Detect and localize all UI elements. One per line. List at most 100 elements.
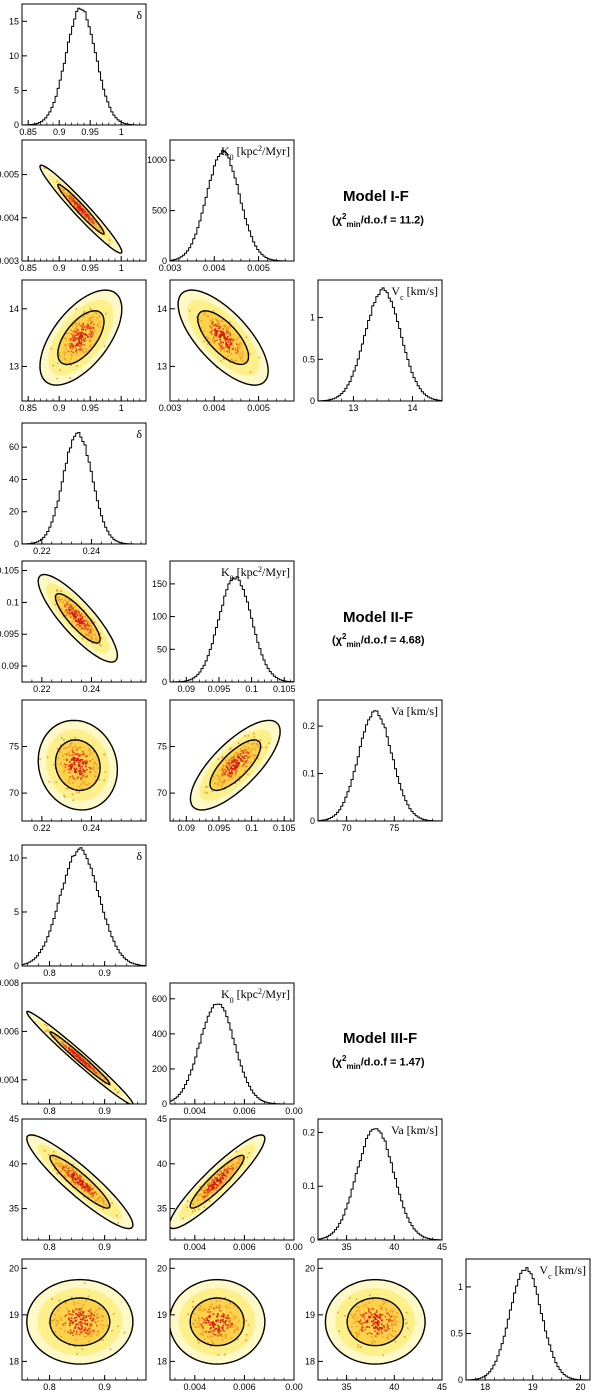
model-3-panel-r3-c1-sample-point bbox=[207, 1319, 210, 1322]
model-3-panel-r3-c1-sample-point bbox=[221, 1327, 224, 1330]
model-1-panel-r1-c0-sample-point bbox=[63, 191, 65, 194]
model-2-panel-r2-c0-sample-point bbox=[81, 774, 83, 776]
model-1-panel-r1-c0-sample-point bbox=[93, 222, 95, 225]
model-3-panel-r3-c2-sample-point bbox=[388, 1328, 390, 1330]
model-3-panel-r2-c0-sample-point bbox=[73, 1178, 76, 1180]
model-3-panel-r2-c0-sample-point bbox=[73, 1181, 76, 1184]
model-1-panel-r2-c1-sample-point bbox=[225, 343, 228, 345]
model-2-panel-r2-c1-sample-point bbox=[231, 777, 234, 779]
model-3-panel-r2-c1-sample-point bbox=[201, 1198, 204, 1201]
model-3-panel-r3-c1-sample-point bbox=[219, 1319, 222, 1322]
model-3-panel-r3-c1-sample-point bbox=[209, 1305, 211, 1307]
model-3-panel-r2-c1-sample-point bbox=[186, 1206, 189, 1208]
model-3-panel-r3-c0-ytick-label: 19 bbox=[9, 1310, 19, 1320]
model-2-panel-r2-c1-sample-point bbox=[255, 754, 257, 756]
model-2-panel-r2-c0-sample-point bbox=[104, 771, 107, 773]
model-3-panel-r1-c0-sample-point bbox=[95, 1069, 98, 1072]
model-3-panel-r2-c1-xtick-label: 0.004 bbox=[184, 1242, 207, 1252]
model-2-panel-r2-c1-sample-point bbox=[234, 753, 237, 756]
model-2-panel-r1-c0-sample-point bbox=[80, 612, 83, 615]
model-1-panel-r1-c0-sample-point bbox=[67, 191, 70, 193]
model-1-panel-r1-c0-sample-point bbox=[68, 199, 71, 202]
model-3-panel-r2-c1-sample-point bbox=[198, 1194, 201, 1197]
model-3-panel-r3-c1-sample-point bbox=[194, 1326, 197, 1329]
model-2-panel-r1-c0-sample-point bbox=[76, 624, 78, 626]
model-3-panel-r2-c0-sample-point bbox=[79, 1184, 82, 1187]
model-1-panel-r1-c0-sample-point bbox=[62, 188, 64, 191]
model-3-panel-r1-c0-sample-point bbox=[55, 1036, 57, 1039]
model-3-panel-r3-c0-sample-point bbox=[74, 1327, 76, 1329]
model-3-panel-r3-c0-sample-point bbox=[69, 1322, 71, 1325]
model-2-panel-r1-c0-sample-point bbox=[94, 638, 97, 640]
model-3-panel-r2-c1-sample-point bbox=[214, 1182, 217, 1185]
model-3-panel-r2-c0-sample-point bbox=[77, 1177, 80, 1179]
model-3-panel-r3-c0-sample-point bbox=[80, 1318, 82, 1320]
model-1-panel-r2-c1-sample-point bbox=[217, 325, 219, 327]
model-2-panel-r1-c0-sample-point bbox=[70, 616, 72, 618]
model-3-panel-r3-c1-contour-1sigma bbox=[189, 1297, 245, 1347]
model-3-panel-r3-c1-sample-point bbox=[220, 1315, 223, 1317]
model-3-panel-r3-c1-sample-point bbox=[216, 1313, 219, 1315]
model-2-panel-r2-c0-sample-point bbox=[64, 766, 67, 769]
model-1-panel-r1-c0-sample-point bbox=[80, 205, 83, 208]
model-3-panel-r1-c0-sample-point bbox=[46, 1024, 48, 1027]
model-2-panel-r1-c0-sample-point bbox=[79, 613, 82, 616]
model-2-panel-r2-c0-sample-point bbox=[82, 768, 84, 771]
model-3-panel-r3-c2-sample-point bbox=[379, 1317, 382, 1319]
model-1-panel-r2-c0-xtick-label: 0.9 bbox=[53, 403, 66, 413]
model-1-panel-r1-c0-sample-point bbox=[68, 194, 71, 197]
model-2-panel-r2-c0-sample-point bbox=[81, 772, 83, 774]
model-2-panel-r2-c1-sample-point bbox=[218, 775, 220, 778]
model-3-panel-r2-c1-sample-point bbox=[224, 1179, 227, 1182]
model-1-panel-r2-c0-sample-point bbox=[72, 334, 74, 337]
model-1-panel-r2-c0-sample-point bbox=[78, 341, 81, 343]
model-3-panel-r3-c2-sample-point bbox=[366, 1319, 369, 1322]
model-3-panel-r3-c2-sample-point bbox=[359, 1322, 362, 1325]
model-3-panel-r3-c1-sample-point bbox=[214, 1333, 216, 1336]
model-3-panel-r3-c2-sample-point bbox=[388, 1314, 391, 1317]
model-3-panel-r2-c2-frame bbox=[317, 1118, 443, 1241]
model-3-panel-r2-c0-sample-point bbox=[66, 1173, 69, 1176]
model-3-panel-r2-c1-sample-point bbox=[219, 1176, 222, 1179]
model-2-panel-r1-c0-sample-point bbox=[89, 630, 92, 632]
model-1-panel-r2-c0-sample-point bbox=[83, 333, 86, 335]
model-1-panel-r2-c1-sample-point bbox=[212, 324, 215, 326]
model-1-panel-r2-c0-sample-point bbox=[63, 351, 65, 353]
model-3-panel-r2-c0-sample-point bbox=[102, 1199, 105, 1202]
model-2-panel-r1-c0-sample-point bbox=[77, 610, 80, 613]
model-2-panel-r1-c0-sample-point bbox=[77, 619, 80, 621]
model-1-panel-r2-c1-sample-point bbox=[226, 327, 228, 330]
model-3-panel-r3-c1-sample-point bbox=[223, 1330, 225, 1333]
model-3-panel-r2-c1-sample-point bbox=[231, 1169, 234, 1172]
model-3-panel-r2-c0-sample-point bbox=[111, 1202, 113, 1204]
model-3-panel-r3-c0-sample-point bbox=[98, 1330, 100, 1333]
model-2-panel-r2-c0-sample-point bbox=[74, 746, 77, 749]
model-2-panel-r2-c1-sample-point bbox=[247, 734, 250, 737]
model-3-panel-r3-c2-sample-point bbox=[374, 1325, 377, 1328]
model-1-panel-r1-c0-ytick-label: 0.003 bbox=[0, 256, 19, 266]
model-3-panel-r3-c2-sample-point bbox=[364, 1321, 367, 1324]
model-3-panel-r2-c0-sample-point bbox=[98, 1195, 101, 1198]
model-3-panel-r3-c1-sample-point bbox=[218, 1326, 220, 1329]
model-1-panel-r2-c1-xtick-label: 0.004 bbox=[203, 403, 226, 413]
model-3-panel-r2-c1-sample-point bbox=[201, 1195, 204, 1198]
model-3-panel-r3-c2-xtick-label: 45 bbox=[437, 1382, 447, 1392]
model-3-panel-r3-c0-sample-point bbox=[79, 1321, 82, 1323]
model-2-panel-r1-c0-sample-point bbox=[69, 613, 71, 615]
model-2-panel-r2-c0-sample-point bbox=[82, 753, 85, 756]
model-3-panel-r3-c2-sample-point bbox=[387, 1335, 389, 1337]
model-3-panel-r2-c1-sample-point bbox=[216, 1184, 219, 1186]
model-2-panel-r2-c0-sample-point bbox=[74, 759, 76, 762]
model-1-panel-r2-c1-sample-point bbox=[216, 339, 219, 342]
model-3-panel-r3-c2-sample-point bbox=[360, 1329, 363, 1332]
model-3-panel-r2-c1-sample-point bbox=[196, 1199, 199, 1201]
model-3-panel-r2-c1-sample-point bbox=[227, 1170, 229, 1172]
model-1-panel-r1-c0-sample-point bbox=[73, 205, 76, 207]
model-3-panel-r3-c0-sample-point bbox=[88, 1328, 90, 1330]
model-2-panel-r2-c0-sample-point bbox=[82, 774, 85, 777]
model-3-panel-r3-c2-sample-point bbox=[368, 1316, 370, 1318]
model-3-panel-r3-c2-sample-point bbox=[355, 1310, 358, 1312]
model-3-panel-r3-c2-sample-point bbox=[357, 1320, 359, 1323]
